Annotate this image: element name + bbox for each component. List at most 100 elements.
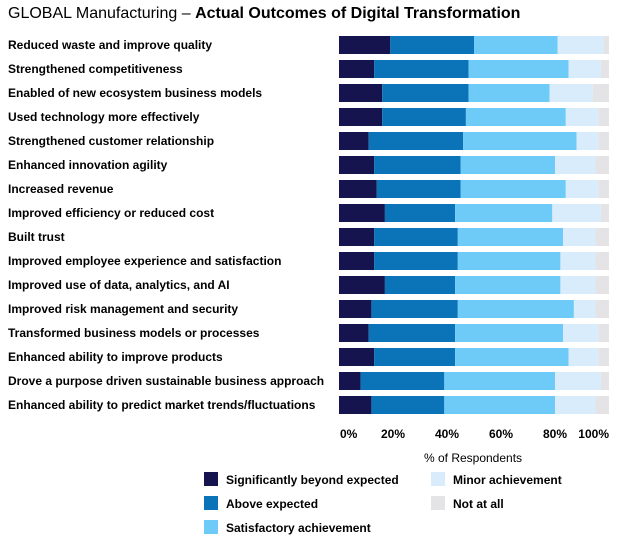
category-label-improved-risk-management-and-security: Improved risk management and security	[8, 302, 238, 316]
bar-segment-minor-achievement-row-5	[576, 132, 599, 150]
bar-segment-above-expected-row-4	[382, 108, 466, 126]
bar-segment-not-at-all-row-7	[598, 180, 609, 198]
bar-segment-significantly-beyond-expected-row-16	[339, 396, 372, 414]
bar-segment-not-at-all-row-15	[600, 372, 609, 390]
legend-item-satisfactory-achievement: Satisfactory achievement	[204, 520, 371, 535]
bar-segment-satisfactory-achievement-row-2	[468, 60, 569, 78]
bar-segment-minor-achievement-row-14	[568, 348, 599, 366]
x-tick-label: 100%	[578, 427, 609, 441]
bar-segment-significantly-beyond-expected-row-4	[339, 108, 383, 126]
bar-segment-not-at-all-row-11	[595, 276, 609, 294]
bar-segment-satisfactory-achievement-row-15	[444, 372, 555, 390]
category-label-enhanced-innovation-agility: Enhanced innovation agility	[8, 158, 168, 172]
bar-segment-not-at-all-row-16	[595, 396, 609, 414]
category-labels: Reduced waste and improve quality Strengt…	[8, 38, 324, 412]
bar-segment-not-at-all-row-2	[600, 60, 609, 78]
bar-segment-minor-achievement-row-9	[563, 228, 596, 246]
legend-swatch	[431, 496, 445, 510]
bar-segment-not-at-all-row-8	[600, 204, 609, 222]
legend-label: Not at all	[453, 497, 504, 511]
bar-segment-above-expected-row-15	[360, 372, 445, 390]
bar-segment-minor-achievement-row-12	[573, 300, 596, 318]
bar-segment-significantly-beyond-expected-row-3	[339, 84, 383, 102]
bar-segment-satisfactory-achievement-row-11	[455, 276, 561, 294]
bar-segment-not-at-all-row-13	[598, 324, 609, 342]
bar-segment-satisfactory-achievement-row-16	[444, 396, 555, 414]
bar-segment-satisfactory-achievement-row-1	[474, 36, 558, 54]
bar-segment-significantly-beyond-expected-row-14	[339, 348, 375, 366]
category-label-enabled-of-new-ecosystem-business-models: Enabled of new ecosystem business models	[8, 86, 262, 100]
bar-segment-minor-achievement-row-11	[560, 276, 596, 294]
bar-segment-significantly-beyond-expected-row-5	[339, 132, 369, 150]
bar-segment-significantly-beyond-expected-row-12	[339, 300, 372, 318]
bar-segment-above-expected-row-9	[374, 228, 458, 246]
bar-segment-significantly-beyond-expected-row-2	[339, 60, 375, 78]
category-label-enhanced-ability-to-improve-products: Enhanced ability to improve products	[8, 350, 223, 364]
bar-segment-satisfactory-achievement-row-13	[455, 324, 564, 342]
category-label-improved-efficiency-or-reduced-cost: Improved efficiency or reduced cost	[8, 206, 214, 220]
bar-segment-satisfactory-achievement-row-8	[455, 204, 553, 222]
x-axis-title: % of Respondents	[424, 451, 522, 465]
bar-segment-minor-achievement-row-4	[565, 108, 599, 126]
legend-item-not-at-all: Not at all	[431, 496, 504, 511]
bar-segment-significantly-beyond-expected-row-11	[339, 276, 385, 294]
bar-segment-above-expected-row-1	[390, 36, 474, 54]
legend-swatch	[204, 520, 218, 534]
x-tick-label: 80%	[543, 427, 567, 441]
category-label-improved-use-of-data-analytics-and-ai: Improved use of data, analytics, and AI	[8, 278, 230, 292]
legend-label: Significantly beyond expected	[226, 473, 399, 487]
category-label-enhanced-ability-to-predict-market-trends-fluctuations: Enhanced ability to predict market trend…	[8, 398, 316, 412]
bar-segment-significantly-beyond-expected-row-8	[339, 204, 385, 222]
bar-segment-not-at-all-row-6	[595, 156, 609, 174]
category-label-transformed-business-models-or-processes: Transformed business models or processes	[8, 326, 260, 340]
bar-segment-above-expected-row-2	[374, 60, 469, 78]
legend-item-significantly-beyond-expected: Significantly beyond expected	[204, 472, 399, 487]
bar-segment-not-at-all-row-10	[595, 252, 609, 270]
category-label-improved-employee-experience-and-satisfaction: Improved employee experience and satisfa…	[8, 254, 281, 268]
bar-segment-above-expected-row-14	[374, 348, 456, 366]
bar-segment-above-expected-row-7	[376, 180, 461, 198]
bar-segment-minor-achievement-row-6	[555, 156, 596, 174]
x-tick-label: 20%	[381, 427, 405, 441]
category-label-strengthened-customer-relationship: Strengthened customer relationship	[8, 134, 214, 148]
bar-segment-significantly-beyond-expected-row-1	[339, 36, 391, 54]
x-tick-label: 60%	[489, 427, 513, 441]
bar-segment-not-at-all-row-14	[598, 348, 609, 366]
category-label-reduced-waste-and-improve-quality: Reduced waste and improve quality	[8, 38, 212, 52]
bar-segment-significantly-beyond-expected-row-15	[339, 372, 361, 390]
bar-segment-minor-achievement-row-7	[565, 180, 599, 198]
bar-segment-above-expected-row-13	[368, 324, 456, 342]
category-label-strengthened-competitiveness: Strengthened competitiveness	[8, 62, 183, 76]
category-label-used-technology-more-effectively: Used technology more effectively	[8, 110, 200, 124]
bar-segment-not-at-all-row-9	[595, 228, 609, 246]
bar-segment-satisfactory-achievement-row-9	[457, 228, 564, 246]
bars	[339, 36, 609, 414]
chart-title: GLOBAL Manufacturing – Actual Outcomes o…	[8, 5, 520, 23]
bar-segment-minor-achievement-row-8	[552, 204, 601, 222]
bar-segment-satisfactory-achievement-row-6	[460, 156, 555, 174]
legend-swatch	[431, 472, 445, 486]
legend-swatch	[204, 496, 218, 510]
legend-label: Satisfactory achievement	[226, 521, 371, 535]
bar-segment-above-expected-row-10	[374, 252, 458, 270]
bar-segment-minor-achievement-row-10	[560, 252, 596, 270]
bar-segment-satisfactory-achievement-row-5	[463, 132, 577, 150]
bar-segment-above-expected-row-11	[384, 276, 456, 294]
legend-label: Minor achievement	[453, 473, 562, 487]
bar-segment-not-at-all-row-3	[592, 84, 609, 102]
chart-title-prefix: GLOBAL Manufacturing –	[8, 5, 196, 22]
bar-segment-not-at-all-row-4	[598, 108, 609, 126]
bar-segment-minor-achievement-row-13	[563, 324, 599, 342]
bar-segment-satisfactory-achievement-row-10	[457, 252, 561, 270]
bar-segment-significantly-beyond-expected-row-7	[339, 180, 377, 198]
bar-segment-not-at-all-row-1	[603, 36, 609, 54]
x-tick-label: 0%	[340, 427, 358, 441]
bar-segment-significantly-beyond-expected-row-13	[339, 324, 369, 342]
legend-item-minor-achievement: Minor achievement	[431, 472, 562, 487]
legend-item-above-expected: Above expected	[204, 496, 318, 511]
bar-segment-significantly-beyond-expected-row-9	[339, 228, 375, 246]
bar-segment-significantly-beyond-expected-row-6	[339, 156, 375, 174]
bar-segment-above-expected-row-12	[371, 300, 458, 318]
legend-label: Above expected	[226, 497, 318, 511]
